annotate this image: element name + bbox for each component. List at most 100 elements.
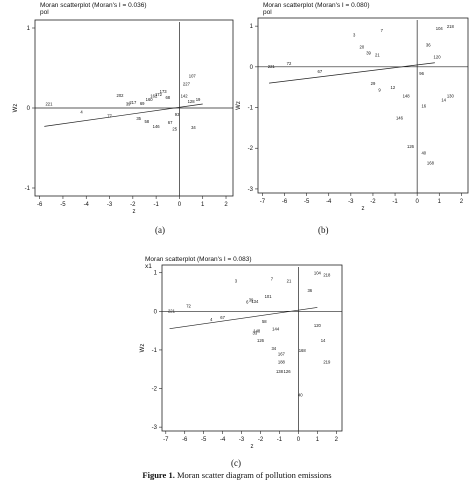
x-tick-label: -2 <box>130 202 136 208</box>
point-label: 12 <box>391 85 396 90</box>
point-label: 126 <box>284 369 292 374</box>
point-label: 144 <box>272 327 280 332</box>
x-tick-label: 2 <box>460 199 464 205</box>
point-label: 221 <box>268 64 276 69</box>
figure-caption-text: Moran scatter diagram of pollution emiss… <box>176 470 332 480</box>
point-label: 104 <box>436 26 444 31</box>
chart-subtitle: pol <box>40 9 49 16</box>
point-label: 167 <box>278 352 286 357</box>
x-tick-label: 1 <box>316 437 320 443</box>
point-label: 120 <box>434 55 442 60</box>
y-tick-label: -2 <box>248 146 254 152</box>
point-label: 40 <box>421 150 426 155</box>
y-axis-label: Wz <box>13 104 19 113</box>
y-tick-label: 1 <box>250 24 254 30</box>
y-tick-label: -1 <box>248 106 254 112</box>
x-tick-label: -3 <box>239 437 245 443</box>
panel-letter-a: (a) <box>155 225 165 235</box>
point-label: 7 <box>381 28 384 33</box>
point-label: 16 <box>421 104 426 109</box>
x-tick-label: -4 <box>220 437 226 443</box>
plot-frame <box>257 17 469 194</box>
point-label: 142 <box>181 94 189 99</box>
point-label: 4 <box>210 317 213 322</box>
chart-title: Moran scatterplot (Moran's I = 0.083) <box>145 256 252 263</box>
point-label: 126 <box>257 338 265 343</box>
y-tick-label: 0 <box>154 309 158 315</box>
point-label: 29 <box>371 81 376 86</box>
x-tick-label: 2 <box>224 202 228 208</box>
point-label: 67 <box>220 315 225 320</box>
point-label: 39 <box>126 102 131 107</box>
point-label: 128 <box>188 99 196 104</box>
x-axis-label: z <box>133 209 136 215</box>
point-label: 4 <box>80 110 83 115</box>
point-label: 148 <box>403 93 411 98</box>
point-label: 146 <box>153 124 161 129</box>
point-label: 20 <box>360 45 365 50</box>
point-label: 36 <box>307 288 312 293</box>
y-tick-label: 1 <box>154 271 158 277</box>
x-tick-label: -6 <box>182 437 188 443</box>
regression-line <box>44 103 203 127</box>
point-label: 33 <box>253 330 258 335</box>
figure-label: Figure 1. <box>142 470 175 480</box>
plot-frame <box>161 264 343 432</box>
x-tick-label: -5 <box>304 199 310 205</box>
regression-line <box>269 62 435 84</box>
x-tick-label: -5 <box>201 437 207 443</box>
point-label: 35 <box>136 116 141 121</box>
x-tick-label: -7 <box>163 437 169 443</box>
point-label: 217 <box>129 100 137 105</box>
point-label: 202 <box>117 93 125 98</box>
point-label: 168 <box>299 348 307 353</box>
x-tick-label: -2 <box>370 199 376 205</box>
x-tick-label: 0 <box>178 202 182 208</box>
point-label: 6 <box>246 300 249 305</box>
point-label: 221 <box>45 102 53 107</box>
point-label: 188 <box>278 359 286 364</box>
x-tick-label: -5 <box>60 202 66 208</box>
point-label: 104 <box>314 271 322 276</box>
point-label: 67 <box>168 120 173 125</box>
point-label: 39 <box>249 298 254 303</box>
point-label: 148 <box>253 329 261 334</box>
point-label: 36 <box>426 42 431 47</box>
point-label: 77 <box>107 114 112 119</box>
x-tick-label: -4 <box>84 202 90 208</box>
point-label: 68 <box>165 95 170 100</box>
x-tick-label: -6 <box>282 199 288 205</box>
point-label: 218 <box>323 273 331 278</box>
x-tick-label: 1 <box>438 199 442 205</box>
point-label: 3 <box>353 32 356 37</box>
point-label: 7 <box>271 276 274 281</box>
chart-panel-a: Moran scatterplot (Moran's I = 0.036) po… <box>0 0 240 225</box>
point-label: 160 <box>146 97 154 102</box>
point-label: 3 <box>235 278 238 283</box>
y-axis-label: Wz <box>140 344 146 353</box>
point-label: 34 <box>271 346 276 351</box>
point-label: 219 <box>323 359 331 364</box>
point-label: 162 <box>150 94 158 99</box>
y-axis-label: Wz <box>236 101 242 110</box>
panel-letter-b: (b) <box>318 225 329 235</box>
point-label: 130 <box>447 93 455 98</box>
x-tick-label: -1 <box>392 199 398 205</box>
point-label: 72 <box>186 303 191 308</box>
point-label: 134 <box>251 299 259 304</box>
point-label: 221 <box>168 308 176 313</box>
point-label: 146 <box>396 116 404 121</box>
y-tick-label: -1 <box>25 186 31 192</box>
point-label: 14 <box>441 97 446 102</box>
x-tick-label: -1 <box>277 437 283 443</box>
figure-caption: Figure 1. Moran scatter diagram of pollu… <box>0 470 474 480</box>
x-axis-label: z <box>251 444 254 450</box>
point-label: 172 <box>155 92 163 97</box>
x-tick-label: 0 <box>415 199 419 205</box>
y-tick-label: 0 <box>250 65 254 71</box>
point-label: 93 <box>175 112 180 117</box>
point-label: 126 <box>407 144 415 149</box>
point-label: 21 <box>287 278 292 283</box>
x-tick-label: -3 <box>348 199 354 205</box>
